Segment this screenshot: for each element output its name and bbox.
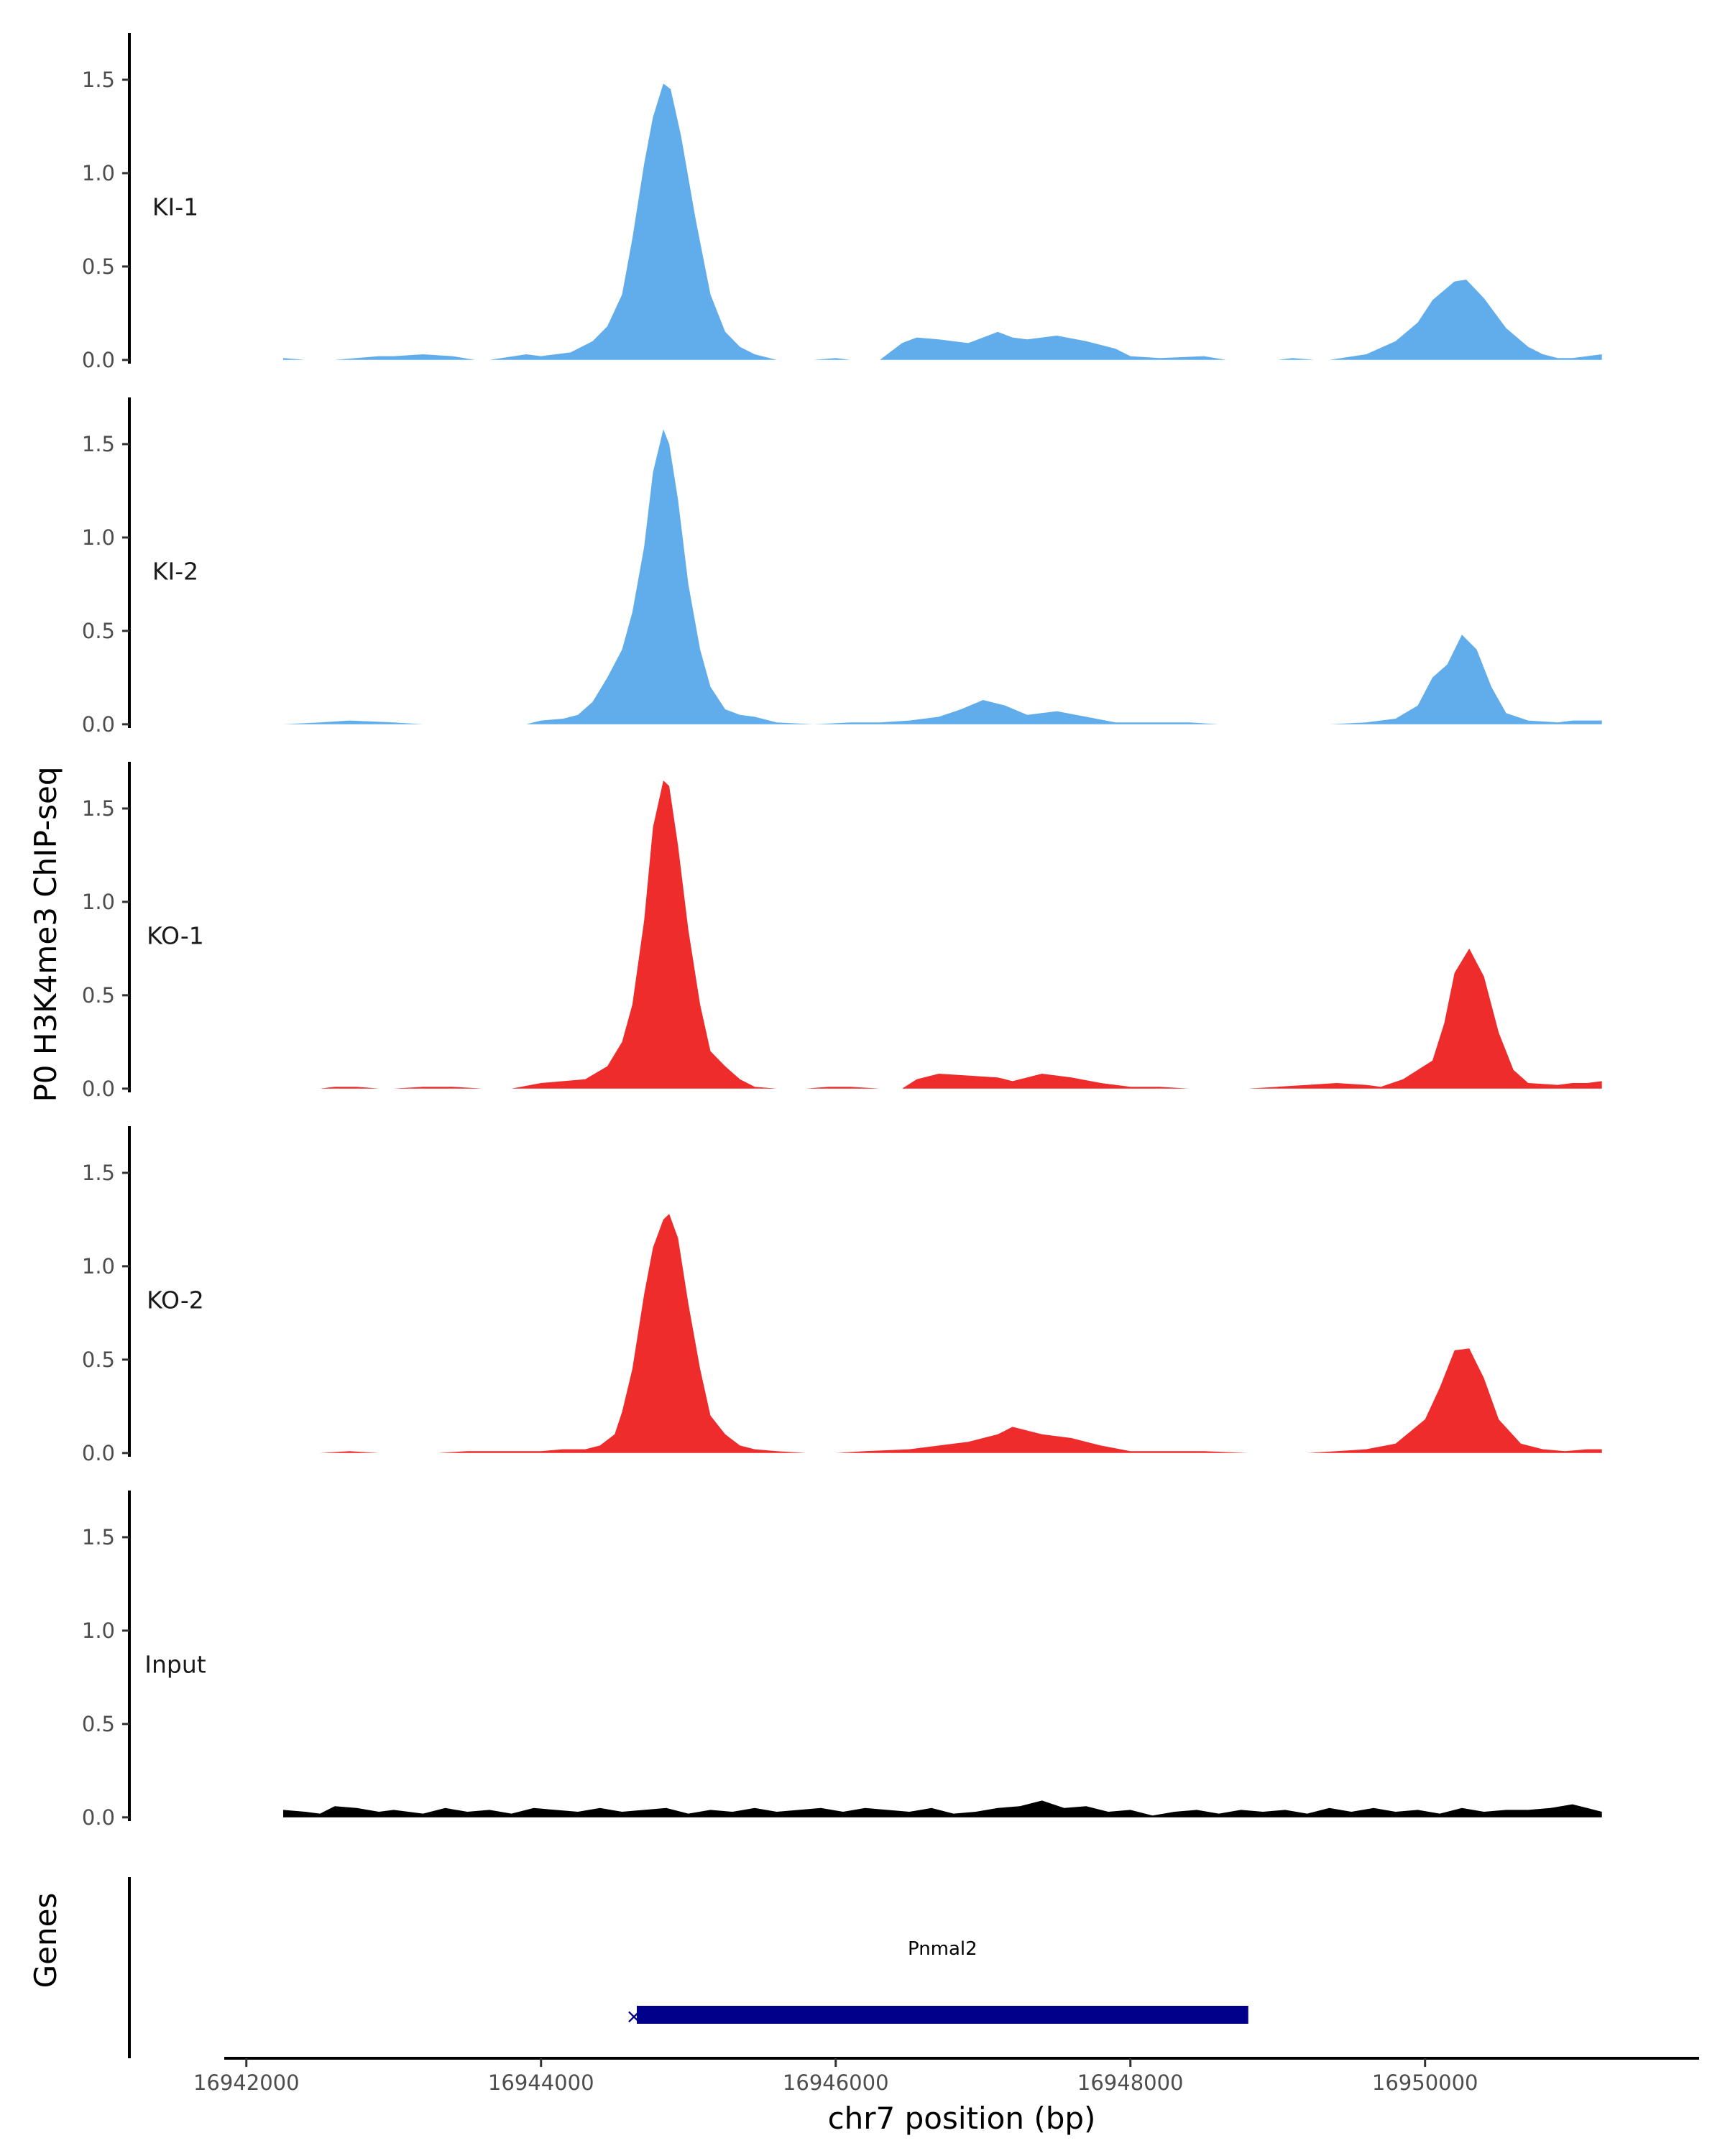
y-axis-title: P0 H3K4me3 ChIP-seq: [28, 766, 63, 1102]
y-tick-label: 1.5: [82, 796, 115, 821]
track-label: KI-2: [152, 558, 198, 586]
gene-strand-mark: ×: [625, 2004, 642, 2028]
track-panel: 0.0 0.5 1.0 1.5 KI-1: [82, 33, 1602, 372]
y-tick-label: 1.0: [82, 1618, 115, 1643]
gene-body-bar: [636, 2006, 1248, 2024]
track-panels: 0.0 0.5 1.0 1.5 KI-1 0.0 0.5 1.0 1.5 KI-2 0.0 0.5 1.…: [82, 33, 1602, 1830]
y-tick-label: 0.5: [82, 254, 115, 279]
x-tick-label: 16948000: [1077, 2070, 1184, 2095]
y-tick-label: 0.0: [82, 1077, 115, 1101]
y-tick-label: 0.0: [82, 1805, 115, 1830]
y-tick-label: 1.0: [82, 1254, 115, 1279]
genes-axis-title: Genes: [28, 1893, 63, 1989]
y-tick-label: 0.5: [82, 1348, 115, 1372]
x-tick-label: 16946000: [783, 2070, 889, 2095]
y-tick-label: 1.5: [82, 68, 115, 92]
track-panel: 0.0 0.5 1.0 1.5 KO-2: [82, 1126, 1602, 1465]
y-tick-label: 1.5: [82, 432, 115, 456]
x-axis-title: chr7 position (bp): [828, 2101, 1096, 2136]
track-label: Input: [144, 1651, 206, 1679]
track-signal-area: [283, 1800, 1602, 1818]
y-tick-label: 0.5: [82, 983, 115, 1008]
y-tick-label: 1.5: [82, 1161, 115, 1185]
y-tick-label: 1.0: [82, 890, 115, 914]
x-tick-label: 16944000: [488, 2070, 594, 2095]
x-axis-ticks: 16942000 16944000 16946000 16948000 16950000: [193, 2058, 1478, 2095]
y-tick-label: 0.0: [82, 712, 115, 737]
gene-label: Pnmal2: [908, 1938, 978, 1960]
y-tick-label: 0.0: [82, 1441, 115, 1465]
track-signal-area: [283, 83, 1602, 360]
track-label: KO-2: [147, 1286, 204, 1314]
track-panel: 0.0 0.5 1.0 1.5 KI-2: [82, 397, 1602, 737]
y-tick-label: 1.5: [82, 1525, 115, 1549]
y-tick-label: 0.0: [82, 348, 115, 372]
track-signal-area: [283, 1214, 1602, 1453]
x-tick-label: 16942000: [193, 2070, 300, 2095]
y-tick-label: 0.5: [82, 619, 115, 643]
y-tick-label: 0.5: [82, 1712, 115, 1736]
y-tick-label: 1.0: [82, 161, 115, 185]
track-panel: 0.0 0.5 1.0 1.5 KO-1: [82, 762, 1602, 1101]
track-signal-area: [283, 429, 1602, 724]
genes-panel: Genes Pnmal2 ×: [28, 1877, 1248, 2058]
track-signal-area: [283, 780, 1602, 1089]
track-panel: 0.0 0.5 1.0 1.5 Input: [82, 1491, 1602, 1830]
track-label: KI-1: [152, 193, 198, 221]
track-label: KO-1: [147, 922, 204, 950]
x-tick-label: 16950000: [1372, 2070, 1478, 2095]
x-axis: 16942000 16944000 16946000 16948000 16950000…: [193, 2057, 1699, 2136]
y-tick-label: 1.0: [82, 525, 115, 550]
